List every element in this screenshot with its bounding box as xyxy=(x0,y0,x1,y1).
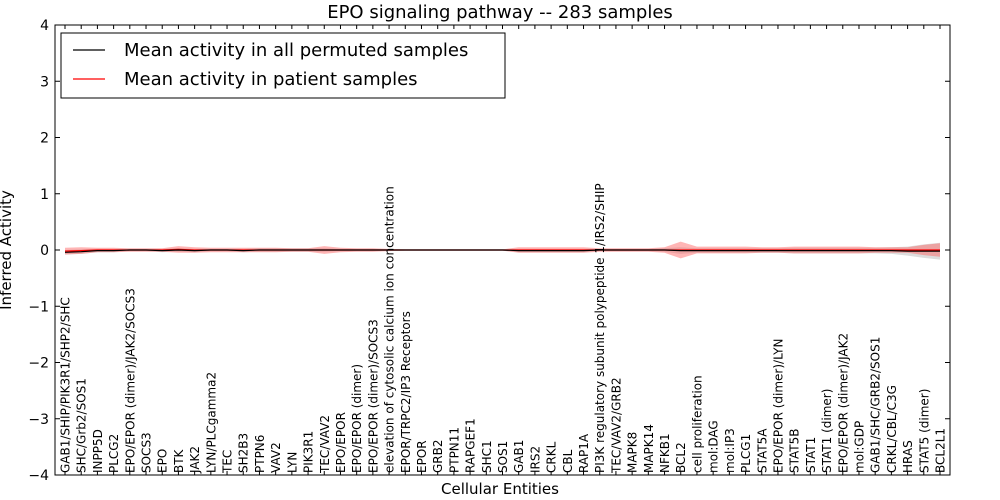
x-tick-label: GRB2 xyxy=(431,439,445,473)
x-tick-label: PLCG1 xyxy=(739,434,753,473)
x-tick-label: BTK xyxy=(172,448,186,473)
x-tick-label: SOCS3 xyxy=(140,432,154,473)
x-tick-label: SH2B3 xyxy=(237,433,251,473)
legend-box xyxy=(60,32,506,99)
x-tick-label: GAB1/SHC/GRB2/SOS1 xyxy=(869,337,883,473)
x-tick-label: STAT5A xyxy=(755,428,769,473)
x-tick-label: mol:IP3 xyxy=(723,428,737,473)
y-axis-ticks: −4 −3 −2 −1 0 1 2 3 4 xyxy=(28,18,950,484)
x-tick-label: STAT1 (dimer) xyxy=(820,389,834,473)
x-tick-label: EPO/EPOR (dimer)/JAK2/SOCS3 xyxy=(123,288,137,473)
legend-label: Mean activity in patient samples xyxy=(124,69,418,90)
x-tick-label: BCL2 xyxy=(674,442,688,473)
x-tick-label: PTPN11 xyxy=(447,427,461,473)
series-line xyxy=(64,249,940,253)
legend-label: Mean activity in all permuted samples xyxy=(124,40,468,61)
y-tick-label: 3 xyxy=(40,74,49,90)
x-tick-label: PTPN6 xyxy=(253,435,267,473)
plot-frame xyxy=(54,24,951,476)
x-tick-label: TEC/VAV2 xyxy=(318,415,332,474)
x-tick-label: elevation of cytosolic calcium ion conce… xyxy=(383,186,397,473)
x-tick-label: SHC/Grb2/SOS1 xyxy=(75,378,89,473)
x-tick-label: EPO/EPOR xyxy=(334,412,348,473)
x-tick-label: RAP1A xyxy=(577,433,591,473)
x-tick-label: mol:DAG xyxy=(707,420,721,473)
x-tick-label: CRKL/CBL/C3G xyxy=(885,385,899,473)
y-axis-label: Inferred Activity xyxy=(0,190,15,310)
x-tick-label: CRKL xyxy=(545,441,559,473)
x-tick-label: LYN/PLCgamma2 xyxy=(204,372,218,473)
x-tick-label: EPO/EPOR (dimer)/JAK2 xyxy=(836,333,850,473)
x-tick-label: PLCG2 xyxy=(107,434,121,473)
x-tick-label: mol:GDP xyxy=(852,421,866,473)
x-tick-label: EPO/EPOR (dimer)/SOCS3 xyxy=(366,319,380,473)
x-tick-label: GAB1 xyxy=(512,440,526,473)
x-tick-label: CBL xyxy=(561,449,575,473)
x-tick-label: IRS2 xyxy=(528,446,542,473)
legend: Mean activity in all permuted samples Mea… xyxy=(60,32,506,99)
x-tick-label: VAV2 xyxy=(269,442,283,473)
x-tick-label: PIK3R1 xyxy=(302,431,316,473)
x-tick-label: HRAS xyxy=(901,440,915,473)
x-tick-label: GAB1/SHIP/PIK3R1/SHP2/SHC xyxy=(59,297,73,473)
x-tick-label: cell proliferation xyxy=(690,375,704,473)
y-tick-label: 2 xyxy=(40,131,49,147)
y-tick-label: −4 xyxy=(28,468,49,484)
x-tick-label: STAT5B xyxy=(788,429,802,474)
x-tick-label: TEC/VAV2/GRB2 xyxy=(609,377,623,474)
x-axis-label: Cellular Entities xyxy=(441,480,559,498)
y-tick-label: 0 xyxy=(40,243,49,259)
x-tick-label: INPP5D xyxy=(91,429,105,473)
y-tick-label: −3 xyxy=(28,412,49,428)
series-lines xyxy=(64,248,940,253)
x-tick-label: STAT5 (dimer) xyxy=(917,389,931,473)
x-tick-label: SHC1 xyxy=(480,440,494,473)
x-tick-label: EPO xyxy=(156,449,170,473)
x-tick-label: STAT1 xyxy=(804,437,818,473)
x-tick-label: MAPK14 xyxy=(642,424,656,473)
x-tick-label: EPOR/TRPC2/IP3 Receptors xyxy=(399,311,413,473)
x-tick-label: MAPK8 xyxy=(626,432,640,473)
y-tick-label: 1 xyxy=(40,187,49,203)
x-tick-label: NFKB1 xyxy=(658,433,672,473)
x-tick-label: PI3K regulatory subunit polypeptide 1/IR… xyxy=(593,183,607,473)
y-tick-label: 4 xyxy=(40,18,49,34)
x-tick-label: TEC xyxy=(221,450,235,474)
x-tick-label: SOS1 xyxy=(496,441,510,473)
x-tick-label: BCL2L1 xyxy=(934,428,948,473)
x-axis-ticks: GAB1/SHIP/PIK3R1/SHP2/SHC SHC/Grb2/SOS1 IN… xyxy=(59,25,948,475)
x-tick-label: RAPGEF1 xyxy=(464,418,478,473)
x-tick-label: EPOR xyxy=(415,440,429,473)
x-tick-label: JAK2 xyxy=(188,446,202,474)
x-tick-label: EPO/EPOR (dimer)/LYN xyxy=(771,339,785,473)
x-tick-label: EPO/EPOR (dimer) xyxy=(350,364,364,473)
x-tick-label: LYN xyxy=(285,452,299,473)
y-tick-label: −1 xyxy=(28,299,49,315)
y-tick-label: −2 xyxy=(28,356,49,372)
chart-title: EPO signaling pathway -- 283 samples xyxy=(327,2,673,23)
